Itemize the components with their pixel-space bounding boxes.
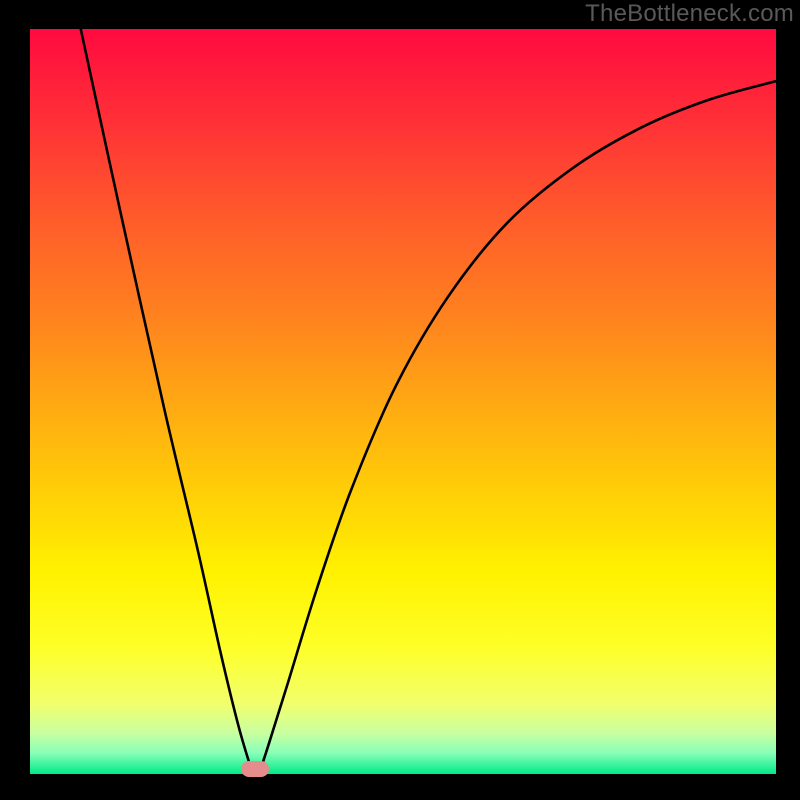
watermark-text: TheBottleneck.com	[585, 0, 794, 28]
chart-container: TheBottleneck.com	[0, 0, 800, 800]
curve-left	[81, 29, 254, 774]
plot-area	[30, 29, 776, 774]
curve-svg	[30, 29, 776, 774]
minimum-marker	[241, 761, 269, 777]
curve-right	[259, 81, 776, 774]
